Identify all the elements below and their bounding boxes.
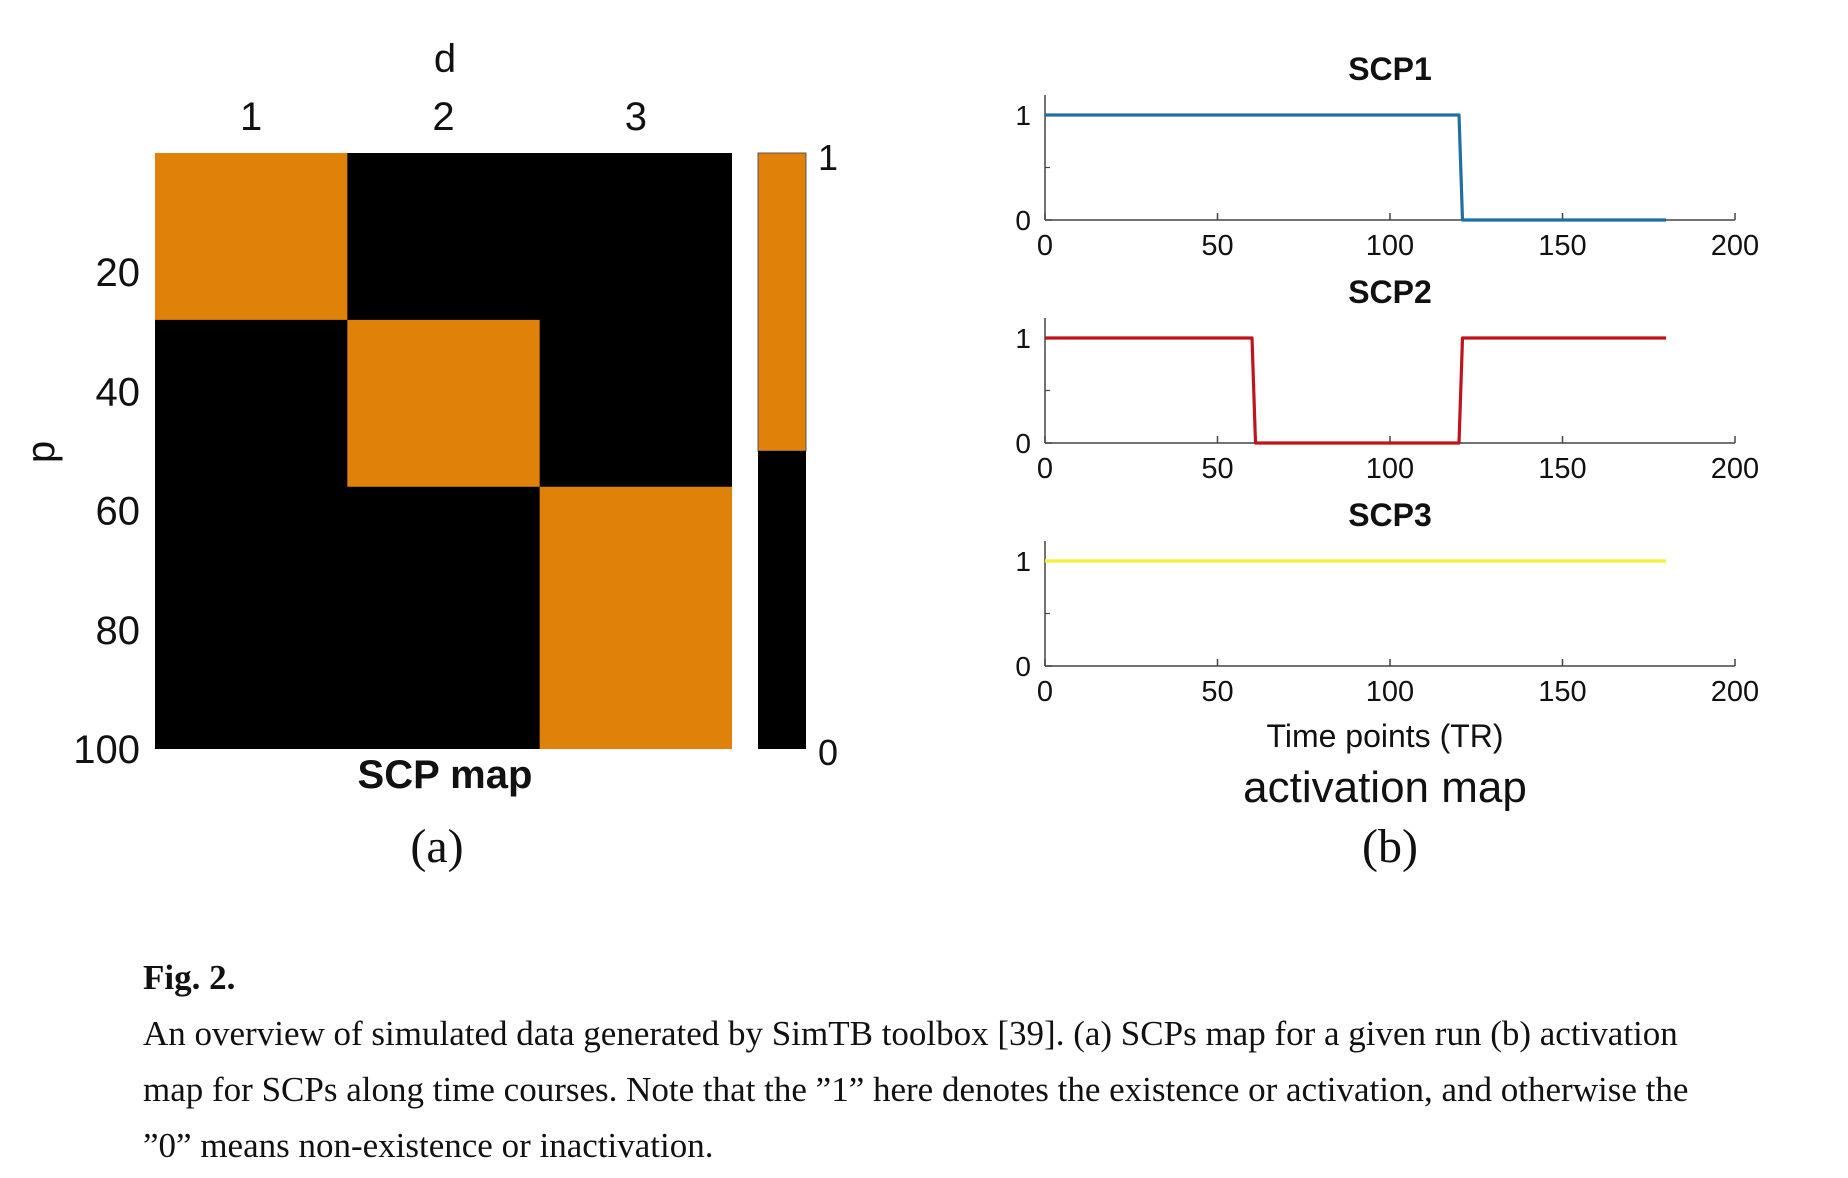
x-tick-label: 0 xyxy=(1037,676,1053,708)
heatmap-block-3 xyxy=(539,486,732,749)
panel-b-label: (b) xyxy=(1362,820,1418,873)
heatmap-x-tick: 1 xyxy=(240,95,262,139)
heatmap-block-2 xyxy=(347,319,540,487)
colorbar-tick-min: 0 xyxy=(818,732,838,773)
colorbar-tick-max: 1 xyxy=(818,137,838,178)
x-tick-label: 100 xyxy=(1366,230,1414,262)
y-tick-label: 0 xyxy=(1015,651,1031,682)
heatmap-y-tick: 80 xyxy=(96,609,141,653)
subplot-1: SCP1 0 50 100 150 200 0 1 xyxy=(1015,51,1759,262)
x-tick-label: 150 xyxy=(1538,453,1586,485)
panel-a-label: (a) xyxy=(410,820,463,873)
x-tick-label: 200 xyxy=(1711,453,1759,485)
x-tick-label: 100 xyxy=(1366,676,1414,708)
x-tick-label: 100 xyxy=(1366,453,1414,485)
y-tick-label: 1 xyxy=(1015,100,1031,131)
figure-label: Fig. 2. xyxy=(143,958,236,997)
subplot-2: SCP2 0 50 100 150 200 0 1 xyxy=(1015,274,1759,485)
subplot-title: SCP3 xyxy=(1348,497,1432,533)
series-line-scp2 xyxy=(1045,336,1666,445)
figure-caption: Fig. 2. An overview of simulated data ge… xyxy=(143,950,1703,1174)
heatmap-x-ticks: 1 2 3 xyxy=(240,95,647,139)
colorbar xyxy=(757,152,807,749)
heatmap-y-tick: 100 xyxy=(73,728,140,772)
heatmap-y-tick: 60 xyxy=(96,490,141,534)
x-tick-label: 0 xyxy=(1037,230,1053,262)
heatmap-title: SCP map xyxy=(358,753,533,797)
x-tick-label: 50 xyxy=(1201,230,1233,262)
x-tick-label: 200 xyxy=(1711,230,1759,262)
heatmap-x-tick: 2 xyxy=(432,95,454,139)
colorbar-low-segment xyxy=(758,451,806,749)
y-tick-label: 0 xyxy=(1015,428,1031,459)
heatmap-y-tick: 20 xyxy=(96,251,141,295)
series-line-scp1 xyxy=(1045,113,1666,222)
figure-caption-text: An overview of simulated data generated … xyxy=(143,1014,1689,1165)
subplot-title: SCP2 xyxy=(1348,274,1432,310)
heatmap-x-tick: 3 xyxy=(625,95,647,139)
y-tick-label: 1 xyxy=(1015,323,1031,354)
heatmap-y-tick: 40 xyxy=(96,370,141,414)
heatmap-cells xyxy=(155,153,732,749)
x-tick-label: 50 xyxy=(1201,676,1233,708)
heatmap-block-1 xyxy=(155,153,348,320)
colorbar-ticks: 10 xyxy=(818,137,838,773)
heatmap-y-ticks: 20 40 60 80 100 xyxy=(73,251,140,772)
heatmap-x-axis-label: d xyxy=(434,37,456,81)
subplot-title: SCP1 xyxy=(1348,51,1432,87)
x-tick-label: 150 xyxy=(1538,676,1586,708)
y-tick-label: 0 xyxy=(1015,205,1031,236)
line-chart-title: activation map xyxy=(1243,763,1527,812)
x-tick-label: 0 xyxy=(1037,453,1053,485)
x-tick-label: 150 xyxy=(1538,230,1586,262)
y-tick-label: 1 xyxy=(1015,546,1031,577)
heatmap-y-axis-label: p xyxy=(19,441,63,463)
x-tick-label: 50 xyxy=(1201,453,1233,485)
x-tick-label: 200 xyxy=(1711,676,1759,708)
colorbar-high-segment xyxy=(757,152,807,452)
subplot-3: SCP3 0 50 100 150 200 0 1 xyxy=(1015,497,1759,708)
line-x-axis-label: Time points (TR) xyxy=(1266,718,1503,754)
